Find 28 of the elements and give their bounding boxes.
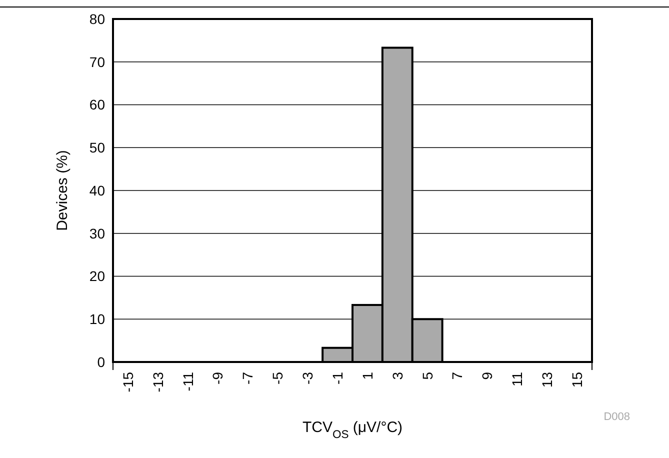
x-tick-label: -13 <box>150 372 166 392</box>
x-tick-label: 15 <box>568 372 585 388</box>
x-tick-label: 9 <box>479 372 496 380</box>
x-tick-label: -3 <box>299 372 316 384</box>
x-tick-label: 13 <box>538 372 555 388</box>
x-tick-label: -5 <box>270 372 286 384</box>
x-tick-label: -11 <box>180 372 196 392</box>
y-tick-label: 30 <box>89 225 106 242</box>
y-tick-label: 10 <box>89 311 106 328</box>
y-axis-title: Devices (%) <box>54 150 71 231</box>
y-tick-label: 0 <box>97 354 106 370</box>
x-tick-label: 1 <box>359 372 376 380</box>
y-tick-label: 20 <box>89 268 106 284</box>
x-axis-title: TCV$_{OS}$ (μV/°C) <box>302 419 403 441</box>
y-tick-label: 40 <box>89 182 106 198</box>
x-tick-label: 7 <box>449 372 466 380</box>
y-tick-label: 80 <box>89 10 106 27</box>
y-tick-label: 70 <box>89 54 106 70</box>
x-tick-label: -1 <box>329 372 346 384</box>
x-tick-label: -15 <box>120 372 136 392</box>
x-tick-label: -7 <box>240 372 256 384</box>
x-tick-label: 3 <box>389 372 406 380</box>
x-tick-label: -9 <box>210 372 226 384</box>
text: D008 <box>604 411 630 423</box>
y-tick-label: 50 <box>89 140 106 156</box>
y-tick-label: 60 <box>89 96 106 113</box>
x-tick-label: 11 <box>509 372 526 387</box>
x-tick-label: 5 <box>419 372 436 380</box>
